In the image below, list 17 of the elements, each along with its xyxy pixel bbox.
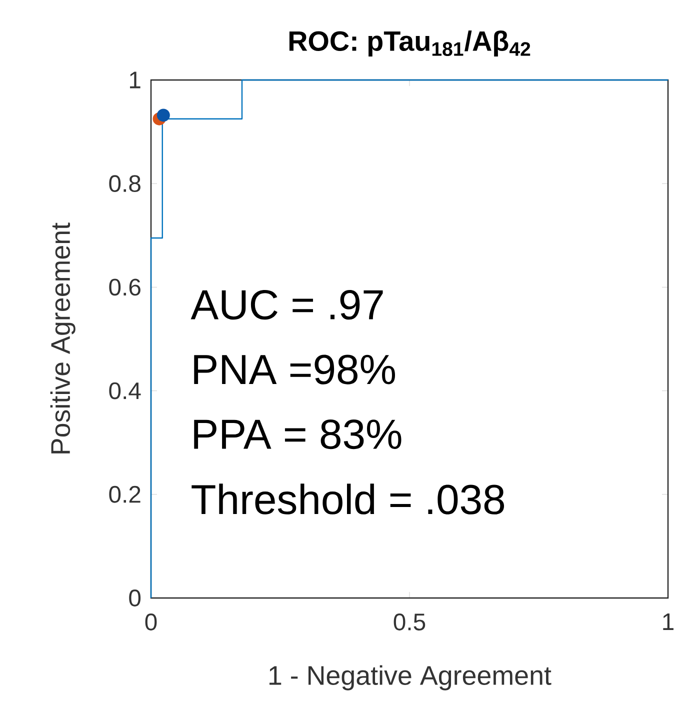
x-axis-title: 1 - Negative Agreement [270,665,552,690]
chart-title: ROC: pTau$_{181}$/Aβ$_{42}$ [289,30,530,56]
y-tick-label: 0.8 [109,175,140,192]
annotation: PNA =98% [194,354,396,384]
annotation: AUC = .97 [190,290,383,320]
y-tick-label: 0.4 [109,382,141,400]
y-tick-label: 1 [130,72,140,88]
y-axis-title: Positive Agreement [50,222,76,454]
y-tick-label: 0.6 [109,278,140,296]
x-tick-label: 0 [145,614,157,630]
annotation: PPA = 83% [194,419,402,450]
y-tick-label: 0.2 [109,486,140,503]
line-series [150,79,669,599]
x-tick-label: 1 [663,614,674,630]
y-tick-label: 0 [129,590,141,606]
annotation: Threshold = .038 [192,484,504,514]
x-tick-label: 0.5 [394,614,426,630]
